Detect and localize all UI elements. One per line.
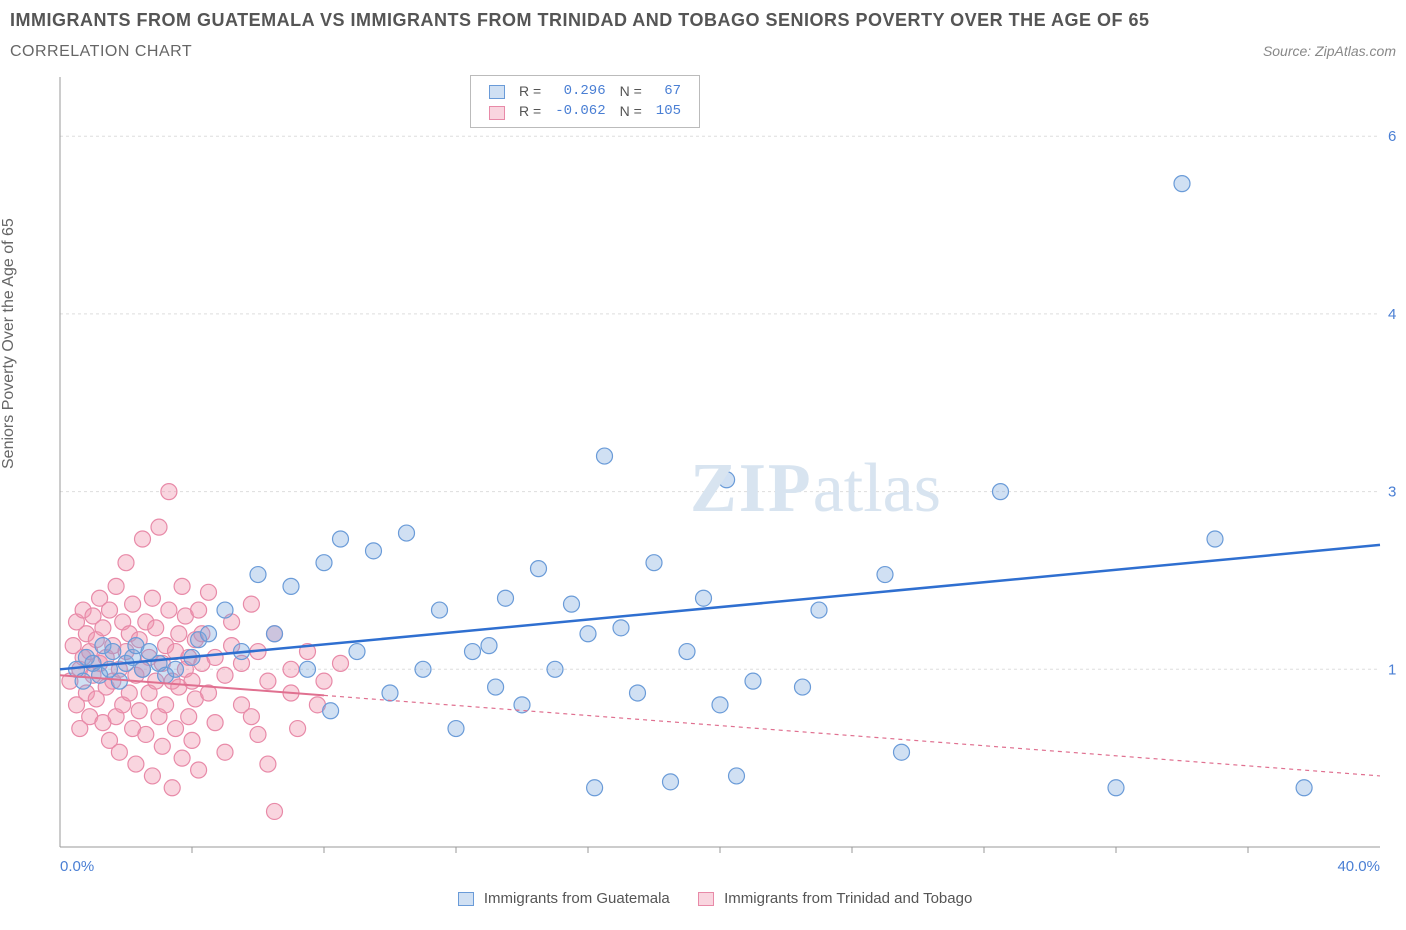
subtitle: CORRELATION CHART [10, 43, 192, 61]
legend-stats-row-guatemala: R = 0.296 N = 67 [483, 82, 687, 100]
n-label: N = [614, 82, 648, 100]
main-title: IMMIGRANTS FROM GUATEMALA VS IMMIGRANTS … [10, 10, 1396, 31]
legend-label-guatemala: Immigrants from Guatemala [484, 890, 670, 907]
legend-swatch-guatemala-b [458, 892, 474, 906]
y-axis-label: Seniors Poverty Over the Age of 65 [0, 218, 18, 469]
scatter-chart: 0.0% 40.0% 15.0% 30.0% 45.0% 60.0% [10, 69, 1396, 879]
legend-label-trinidad: Immigrants from Trinidad and Tobago [724, 890, 972, 907]
r-label: R = [513, 82, 547, 100]
svg-text:0.0%: 0.0% [60, 858, 94, 875]
svg-text:30.0%: 30.0% [1388, 484, 1396, 501]
svg-text:15.0%: 15.0% [1388, 661, 1396, 678]
legend-swatch-trinidad-b [698, 892, 714, 906]
svg-text:45.0%: 45.0% [1388, 306, 1396, 323]
legend-swatch-trinidad [489, 106, 505, 120]
source-prefix: Source: [1263, 43, 1315, 59]
r-value-guatemala: 0.296 [549, 82, 611, 100]
n-label: N = [614, 102, 648, 120]
n-value-trinidad: 105 [650, 102, 687, 120]
svg-text:60.0%: 60.0% [1388, 128, 1396, 145]
source-name: ZipAtlas.com [1315, 43, 1396, 59]
legend-stats: R = 0.296 N = 67 R = -0.062 N = 105 [470, 75, 700, 128]
title-block: IMMIGRANTS FROM GUATEMALA VS IMMIGRANTS … [10, 10, 1396, 61]
svg-text:40.0%: 40.0% [1337, 858, 1380, 875]
source-label: Source: ZipAtlas.com [1263, 43, 1396, 59]
legend-stats-row-trinidad: R = -0.062 N = 105 [483, 102, 687, 120]
chart-container: Seniors Poverty Over the Age of 65 ZIPat… [10, 69, 1396, 909]
r-label: R = [513, 102, 547, 120]
legend-series: Immigrants from Guatemala Immigrants fro… [10, 890, 1396, 907]
n-value-guatemala: 67 [650, 82, 687, 100]
r-value-trinidad: -0.062 [549, 102, 611, 120]
legend-swatch-guatemala [489, 85, 505, 99]
